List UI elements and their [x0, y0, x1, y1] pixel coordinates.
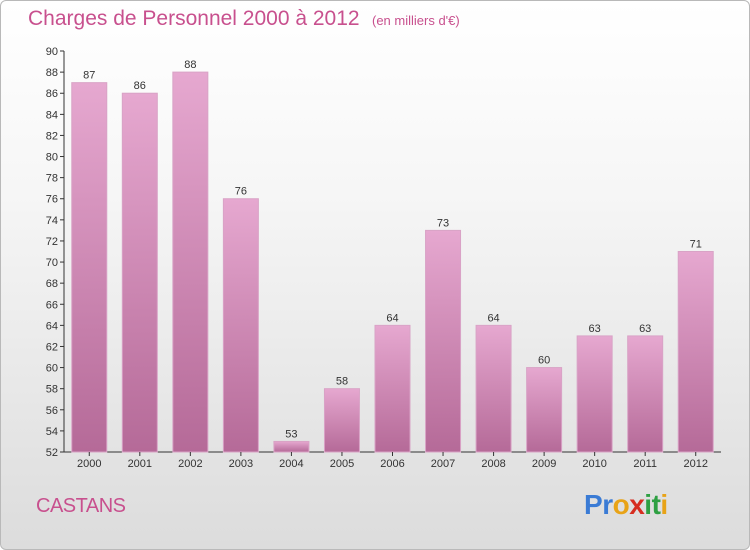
chart-title: Charges de Personnel 2000 à 2012: [28, 7, 360, 30]
x-tick-label-2003: 2003: [229, 458, 253, 470]
y-tick-label: 74: [46, 215, 58, 227]
y-tick-label: 76: [46, 194, 58, 206]
y-tick-label: 86: [46, 88, 58, 100]
y-axis-ticks: 52 54 56 58 60 62 64 66 68 70 72 74 76 78 80 82 84 86 88 90: [46, 46, 64, 459]
value-label-2009: 60: [538, 355, 550, 367]
bar-2009: [526, 367, 563, 453]
y-tick-label: 62: [46, 341, 58, 353]
bar-2000: [71, 82, 108, 453]
y-tick-label: 52: [46, 447, 58, 459]
logo-letter: r: [602, 489, 613, 520]
bar-2008: [475, 324, 512, 453]
logo-letter: o: [612, 489, 630, 520]
y-tick-label: 64: [46, 320, 58, 332]
x-tick-label-2011: 2011: [633, 458, 657, 470]
value-label-2003: 76: [235, 186, 247, 198]
logo-letter: i: [644, 489, 652, 520]
y-tick-label: 90: [46, 46, 58, 58]
logo-letter: P: [584, 489, 603, 520]
x-tick-label-2001: 2001: [128, 458, 152, 470]
value-label-2004: 53: [285, 428, 297, 440]
y-tick-label: 72: [46, 236, 58, 248]
y-tick-label: 66: [46, 299, 58, 311]
bar-2010: [576, 335, 613, 453]
bar-2004: [273, 440, 310, 453]
x-tick-label-2012: 2012: [683, 458, 707, 470]
x-tick-label-2000: 2000: [77, 458, 101, 470]
y-tick-label: 58: [46, 384, 58, 396]
bar-2011: [627, 335, 664, 453]
bar-2002: [172, 71, 209, 453]
y-tick-label: 88: [46, 67, 58, 79]
x-tick-label-2006: 2006: [380, 458, 404, 470]
bar-2006: [374, 324, 411, 453]
bar-2003: [222, 198, 259, 453]
x-tick-label-2010: 2010: [582, 458, 606, 470]
value-label-2008: 64: [487, 312, 499, 324]
logo-letter: x: [629, 489, 645, 520]
commune-name: CASTANS: [36, 495, 126, 517]
logo-letter: t: [651, 489, 661, 520]
value-label-2010: 63: [589, 323, 601, 335]
x-tick-label-2004: 2004: [279, 458, 303, 470]
value-label-2011: 63: [639, 323, 651, 335]
value-label-2012: 71: [690, 239, 702, 251]
y-tick-label: 78: [46, 173, 58, 185]
x-tick-label-2002: 2002: [178, 458, 202, 470]
bars-group: 87 2000 86 2001 88 2002 76 2003 53 2004 58 2005 64 20…: [71, 59, 714, 470]
y-tick-label: 54: [46, 426, 58, 438]
value-label-2000: 87: [83, 70, 95, 82]
y-tick-label: 60: [46, 363, 58, 375]
bar-2005: [323, 388, 360, 453]
proxiti-logo: Proxiti: [584, 489, 668, 521]
bar-2007: [425, 229, 462, 453]
y-tick-label: 80: [46, 152, 58, 164]
logo-letter: i: [660, 489, 668, 520]
x-tick-label-2008: 2008: [481, 458, 505, 470]
y-tick-label: 68: [46, 278, 58, 290]
value-label-2005: 58: [336, 376, 348, 388]
value-label-2002: 88: [184, 59, 196, 71]
bar-2012: [677, 251, 714, 453]
y-tick-label: 84: [46, 109, 58, 121]
x-tick-label-2009: 2009: [532, 458, 556, 470]
x-tick-label-2007: 2007: [431, 458, 455, 470]
bar-2001: [121, 92, 158, 453]
x-tick-label-2005: 2005: [330, 458, 354, 470]
value-label-2001: 86: [134, 80, 146, 92]
value-label-2007: 73: [437, 217, 449, 229]
value-label-2006: 64: [386, 312, 398, 324]
chart-subtitle: (en milliers d'€): [372, 13, 460, 28]
y-tick-label: 56: [46, 405, 58, 417]
y-tick-label: 82: [46, 130, 58, 142]
y-tick-label: 70: [46, 257, 58, 269]
